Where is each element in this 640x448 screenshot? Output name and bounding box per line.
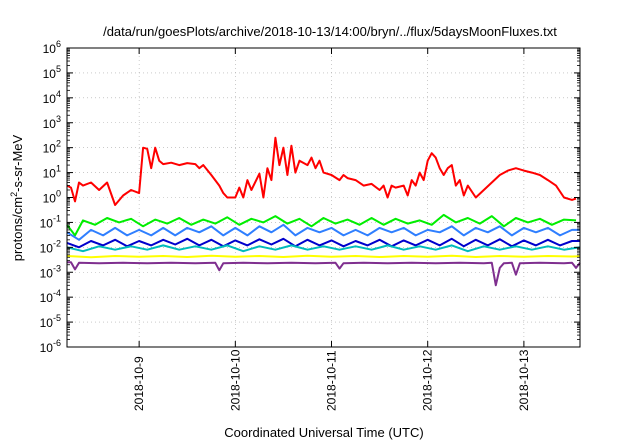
series-line-2 — [66, 213, 577, 237]
y-axis-ticks: 10-610-510-410-310-210-11001011021031041… — [40, 39, 580, 355]
x-tick-label: 2018-10-12 — [421, 349, 435, 411]
series-line-7 — [67, 261, 581, 287]
y-tick-label: 104 — [43, 89, 61, 106]
y-tick-base: 10 — [40, 291, 54, 305]
y-tick-label: 102 — [43, 139, 61, 156]
x-tick-label: 2018-10-9 — [132, 356, 146, 411]
y-tick-base: 10 — [43, 67, 57, 81]
y-tick-exp: 0 — [56, 189, 61, 199]
series-layer — [66, 136, 581, 287]
y-tick-exp: 3 — [56, 114, 61, 124]
y-tick-label: 10-4 — [40, 288, 61, 305]
y-tick-exp: 5 — [56, 64, 61, 74]
y-tick-exp: -5 — [53, 313, 61, 323]
chart-title: /data/run/goesPlots/archive/2018-10-13/1… — [103, 24, 557, 39]
y-tick-label: 100 — [43, 189, 61, 206]
y-tick-label: 10-6 — [40, 338, 61, 355]
series-line-4 — [66, 237, 580, 249]
y-tick-base: 10 — [40, 316, 54, 330]
x-tick-label: 2018-10-11 — [325, 350, 339, 411]
y-tick-base: 10 — [43, 142, 57, 156]
y-axis-label-rest: -s-sr-MeV — [10, 134, 25, 191]
x-axis-label: Coordinated Universal Time (UTC) — [224, 425, 423, 440]
y-tick-exp: -6 — [53, 338, 61, 348]
y-tick-label: 10-1 — [40, 213, 61, 230]
y-tick-label: 105 — [43, 64, 61, 81]
x-tick-label: 2018-10-10 — [228, 349, 242, 411]
y-tick-label: 101 — [43, 164, 61, 181]
y-tick-exp: -1 — [53, 213, 61, 223]
y-tick-base: 10 — [43, 192, 57, 206]
y-tick-label: 106 — [43, 39, 61, 56]
y-tick-exp: -4 — [53, 288, 61, 298]
y-tick-base: 10 — [43, 92, 57, 106]
y-tick-exp: 6 — [56, 39, 61, 49]
series-line-1 — [66, 136, 577, 206]
y-tick-base: 10 — [40, 241, 54, 255]
series-line-5 — [66, 244, 581, 253]
y-axis-label-sup: 2 — [9, 192, 19, 197]
x-tick-label: 2018-10-13 — [517, 349, 531, 411]
y-tick-label: 10-5 — [40, 313, 61, 330]
y-tick-label: 10-3 — [40, 263, 61, 280]
y-tick-base: 10 — [43, 167, 57, 181]
y-tick-base: 10 — [43, 117, 57, 131]
y-tick-label: 103 — [43, 114, 61, 131]
series-line-6 — [66, 254, 581, 259]
y-tick-exp: -2 — [53, 238, 61, 248]
y-axis-label: protons/cm2-s-sr-MeV — [9, 134, 25, 261]
y-axis-label-base: protons/cm — [10, 197, 25, 261]
y-tick-exp: 2 — [56, 139, 61, 149]
y-tick-exp: 1 — [56, 164, 61, 174]
grid — [67, 48, 580, 347]
y-tick-base: 10 — [40, 216, 54, 230]
y-tick-exp: 4 — [56, 89, 61, 99]
y-tick-base: 10 — [43, 42, 57, 56]
y-tick-label: 10-2 — [40, 238, 61, 255]
series-line-3 — [66, 223, 580, 241]
y-tick-exp: -3 — [53, 263, 61, 273]
y-tick-base: 10 — [40, 341, 54, 355]
y-tick-base: 10 — [40, 266, 54, 280]
x-axis-ticks: 2018-10-9 2018-10-10 2018-10-11 2018-10-12 2… — [132, 48, 531, 411]
